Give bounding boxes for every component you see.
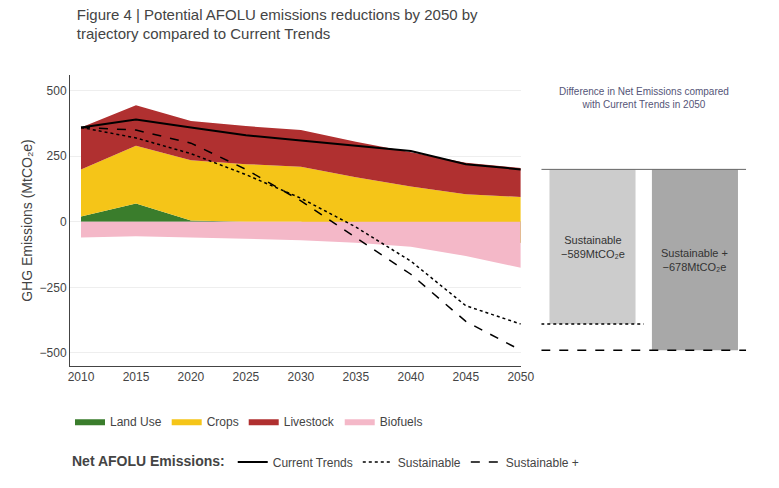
svg-text:−250: −250 (40, 281, 67, 295)
svg-text:2020: 2020 (178, 370, 205, 384)
svg-text:250: 250 (47, 149, 67, 163)
svg-text:2040: 2040 (397, 370, 424, 384)
svg-text:Livestock: Livestock (284, 415, 335, 429)
svg-text:Sustainable +: Sustainable + (506, 456, 579, 470)
svg-text:Sustainable +−678MtCO₂e: Sustainable +−678MtCO₂e (661, 247, 728, 273)
svg-text:Sustainable: Sustainable (398, 456, 461, 470)
svg-text:2010: 2010 (68, 370, 95, 384)
svg-text:Figure 4 | Potential AFOLU emi: Figure 4 | Potential AFOLU emissions red… (77, 6, 478, 43)
svg-text:2050: 2050 (507, 370, 534, 384)
svg-text:2030: 2030 (288, 370, 315, 384)
svg-text:2025: 2025 (233, 370, 260, 384)
svg-text:Difference in Net Emissions co: Difference in Net Emissions comparedwith… (559, 86, 729, 110)
svg-text:2015: 2015 (123, 370, 150, 384)
svg-text:−500: −500 (40, 346, 67, 360)
svg-text:Net AFOLU Emissions:: Net AFOLU Emissions: (72, 453, 225, 469)
svg-text:2045: 2045 (452, 370, 479, 384)
svg-text:Biofuels: Biofuels (380, 415, 423, 429)
svg-text:GHG Emissions (MtCO₂e): GHG Emissions (MtCO₂e) (19, 139, 35, 302)
svg-text:Sustainable−589MtCO₂e: Sustainable−589MtCO₂e (561, 234, 625, 260)
svg-text:2035: 2035 (343, 370, 370, 384)
svg-text:0: 0 (60, 215, 67, 229)
svg-text:Land Use: Land Use (110, 415, 162, 429)
svg-text:500: 500 (47, 84, 67, 98)
svg-text:Current Trends: Current Trends (273, 456, 353, 470)
svg-text:Crops: Crops (207, 415, 239, 429)
